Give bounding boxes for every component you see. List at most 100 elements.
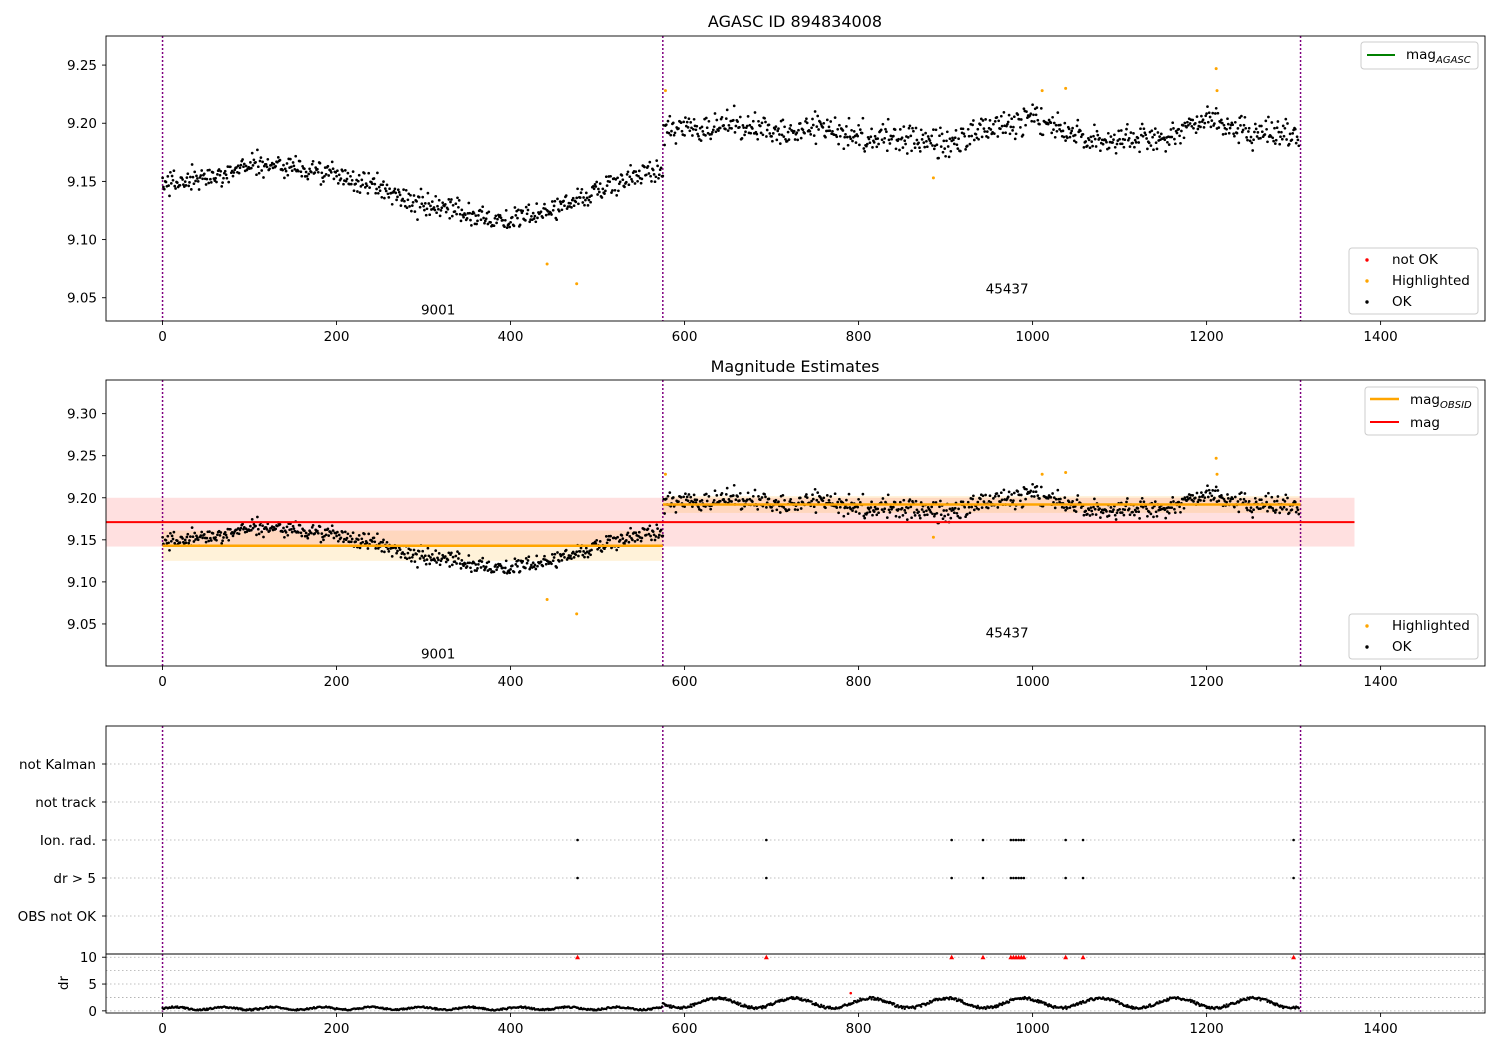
ok-point <box>260 169 264 172</box>
dr-point <box>913 1007 917 1010</box>
ok-point <box>1007 490 1011 494</box>
ok-point <box>624 180 628 184</box>
ok-point <box>525 561 529 565</box>
ok-point <box>318 525 322 529</box>
x-tick-label: 0 <box>158 674 167 690</box>
ok-point <box>919 501 923 504</box>
ok-point <box>453 210 457 213</box>
ok-point <box>773 127 777 131</box>
ok-point <box>845 125 848 128</box>
ok-point <box>512 224 516 228</box>
ok-point <box>943 147 947 150</box>
ok-point <box>479 566 483 569</box>
ok-point <box>238 166 242 170</box>
ok-point <box>281 530 284 534</box>
ok-point <box>1169 128 1173 131</box>
ok-point <box>643 528 646 531</box>
ok-point <box>319 540 323 544</box>
ok-point <box>461 213 465 217</box>
ok-point <box>778 511 782 514</box>
ok-point <box>1245 136 1248 139</box>
ok-point <box>1163 508 1167 512</box>
top-chart-title: AGASC ID 894834008 <box>708 12 882 31</box>
ok-point <box>336 539 340 543</box>
ok-point <box>838 134 842 138</box>
ok-point <box>608 538 612 542</box>
ok-point <box>842 514 846 518</box>
ok-point <box>377 185 381 189</box>
ok-point <box>704 116 708 120</box>
ok-point <box>652 173 656 176</box>
ok-point <box>1122 145 1126 149</box>
ok-point <box>847 492 851 496</box>
ok-point <box>1010 493 1014 496</box>
ok-point <box>725 108 729 112</box>
ok-point <box>863 150 867 153</box>
ok-point <box>904 142 907 146</box>
ok-point <box>1177 500 1181 504</box>
ok-point <box>1055 129 1059 133</box>
ok-point <box>923 145 927 149</box>
ok-point <box>970 134 974 138</box>
ok-point <box>222 176 225 180</box>
ok-point <box>291 524 295 528</box>
dr-point <box>902 1005 905 1008</box>
ok-point <box>945 139 948 143</box>
ok-point <box>972 494 975 498</box>
ok-point <box>578 196 582 199</box>
ok-point <box>171 178 175 182</box>
ok-point <box>724 500 727 504</box>
ok-point <box>334 171 338 174</box>
ok-point <box>1226 122 1230 126</box>
dr-point <box>1265 998 1268 1001</box>
ok-point <box>356 190 359 193</box>
ok-point <box>669 133 673 137</box>
ok-point <box>196 538 200 542</box>
legend-marker-highlighted <box>1365 279 1369 283</box>
ok-point <box>209 536 212 540</box>
ok-point <box>989 500 993 504</box>
ok-point <box>337 173 341 177</box>
ok-point <box>1075 124 1079 128</box>
ok-point <box>939 513 943 517</box>
ok-point <box>528 220 532 224</box>
ok-point <box>988 119 992 122</box>
ok-point <box>168 194 171 198</box>
ok-point <box>821 126 825 129</box>
ok-point <box>318 161 322 165</box>
ok-point <box>1209 499 1213 502</box>
ok-point <box>532 217 536 220</box>
ok-point <box>197 188 201 191</box>
ok-point <box>209 181 213 184</box>
ok-point <box>403 199 406 203</box>
ok-point <box>684 492 687 496</box>
ok-point <box>349 174 352 178</box>
ok-point <box>711 130 714 134</box>
ok-point <box>1188 122 1192 125</box>
ok-point <box>1202 499 1206 503</box>
ok-point <box>559 202 563 206</box>
ok-point <box>192 182 196 186</box>
ok-point <box>207 181 211 185</box>
ok-point <box>755 132 759 136</box>
ok-point <box>757 119 760 123</box>
ok-point <box>455 562 458 565</box>
legend-sub-obsid: OBSID <box>1440 400 1472 411</box>
ok-point <box>1125 500 1128 504</box>
ok-point <box>1183 121 1187 125</box>
ok-point <box>649 174 652 178</box>
ok-point <box>630 177 633 181</box>
ok-point <box>668 114 672 118</box>
ok-point <box>894 514 898 518</box>
axes-frame <box>105 379 1486 667</box>
ok-point <box>1179 141 1182 145</box>
ok-point <box>1286 122 1289 125</box>
ok-point <box>495 221 498 225</box>
ok-point <box>751 500 754 503</box>
ok-point <box>1266 140 1269 144</box>
ok-point <box>499 564 503 568</box>
ok-point <box>1272 139 1275 143</box>
ok-point <box>570 206 573 209</box>
ok-point <box>1164 150 1168 153</box>
ok-point <box>966 127 970 131</box>
